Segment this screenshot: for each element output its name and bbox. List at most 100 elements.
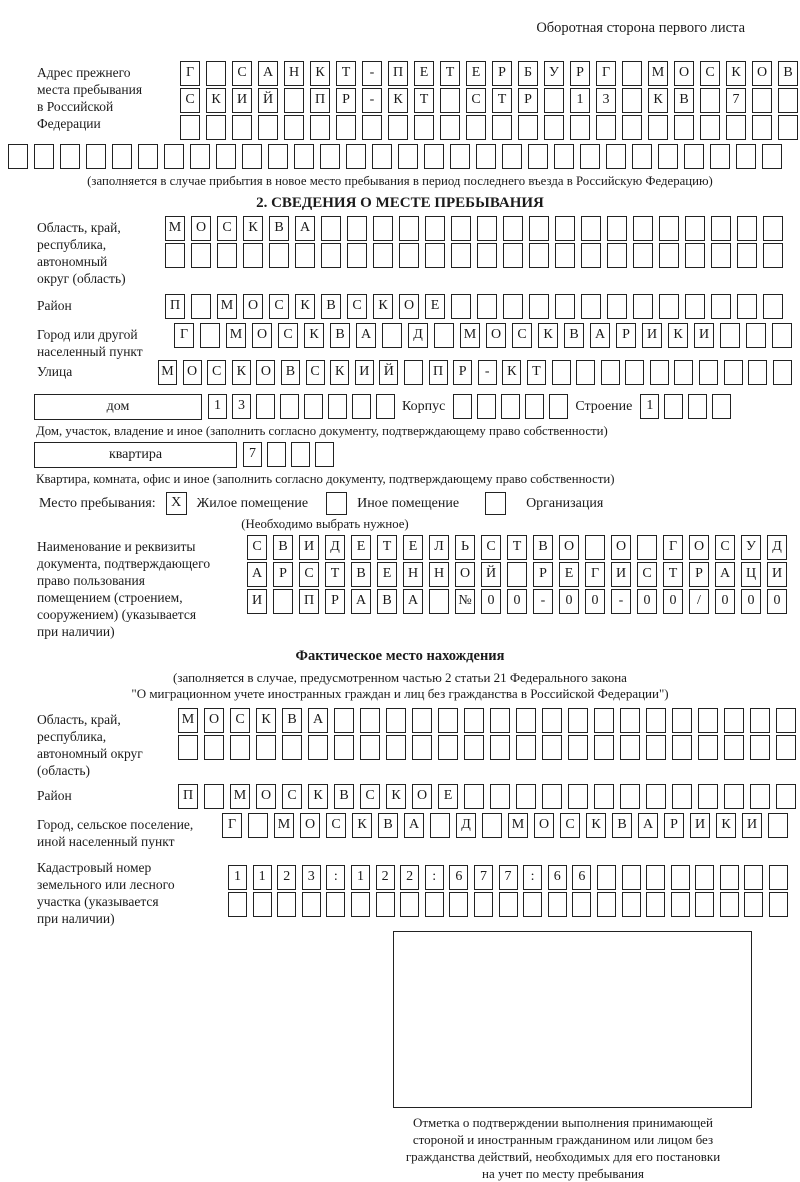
- char-cell: [425, 243, 445, 268]
- char-cell: [503, 243, 523, 268]
- char-cell: [304, 394, 323, 419]
- char-cell: [295, 243, 315, 268]
- char-cell: [772, 360, 792, 385]
- char-cell: Б: [518, 61, 538, 86]
- char-cell: Е: [414, 61, 434, 86]
- korpus-cells: [453, 394, 573, 419]
- char-cell: С: [207, 360, 227, 385]
- char-cell: 0: [585, 589, 605, 614]
- char-cell: 3: [596, 88, 616, 113]
- char-cell: П: [428, 360, 448, 385]
- char-cell: С: [180, 88, 200, 113]
- char-cell: О: [611, 535, 631, 560]
- char-cell: [372, 144, 392, 169]
- char-cell: О: [486, 323, 506, 348]
- fakt-oblast-label: Область, край, республика, автономный ок…: [37, 712, 143, 778]
- char-cell: [646, 865, 666, 890]
- char-cell: И: [642, 323, 662, 348]
- checkbox-organizatsiya: [485, 492, 507, 516]
- char-cell: [542, 708, 562, 733]
- char-cell: [164, 144, 184, 169]
- char-cell: [440, 115, 460, 140]
- char-cell: [568, 735, 588, 760]
- char-cell: П: [299, 589, 319, 614]
- char-cell: [464, 708, 484, 733]
- char-cell: А: [258, 61, 278, 86]
- char-cell: О: [534, 813, 554, 838]
- char-cell: В: [533, 535, 553, 560]
- char-cell: [284, 88, 304, 113]
- char-cell: [434, 323, 454, 348]
- stamp-caption: Отметка о подтверждении выполнения прини…: [405, 1115, 721, 1181]
- fakt-gorod-field: Город, сельское поселение, иной населенн…: [37, 813, 800, 850]
- char-cell: П: [388, 61, 408, 86]
- char-cell: [670, 865, 690, 890]
- char-cell: М: [508, 813, 528, 838]
- char-cell: 0: [559, 589, 579, 614]
- char-cell: [633, 294, 653, 319]
- char-cell: [776, 784, 796, 809]
- char-cell: [386, 708, 406, 733]
- char-cell: 0: [767, 589, 787, 614]
- char-cell: И: [694, 323, 714, 348]
- char-cell: [334, 708, 354, 733]
- char-cell: [750, 735, 770, 760]
- char-cell: Т: [325, 562, 345, 587]
- char-cell: [334, 735, 354, 760]
- char-cell: В: [612, 813, 632, 838]
- char-cell: [477, 243, 497, 268]
- char-cell: [450, 144, 470, 169]
- char-cell: [294, 144, 314, 169]
- char-cell: 0: [481, 589, 501, 614]
- char-cell: В: [269, 216, 289, 241]
- char-cell: И: [690, 813, 710, 838]
- char-cell: [607, 243, 627, 268]
- char-cell: [763, 294, 783, 319]
- stamp-box: [393, 931, 752, 1108]
- char-cell: [659, 294, 679, 319]
- char-cell: [503, 216, 523, 241]
- char-cell: [206, 61, 226, 86]
- char-cell: [438, 708, 458, 733]
- char-cell: Р: [616, 323, 636, 348]
- char-cell: [516, 735, 536, 760]
- char-cell: С: [305, 360, 325, 385]
- char-cell: [648, 115, 668, 140]
- char-cell: [744, 892, 764, 917]
- char-cell: М: [274, 813, 294, 838]
- char-cell: Ц: [741, 562, 761, 587]
- char-cell: С: [278, 323, 298, 348]
- char-cell: К: [310, 61, 330, 86]
- char-cell: [346, 144, 366, 169]
- char-cell: 3: [232, 394, 251, 419]
- char-cell: [736, 144, 756, 169]
- char-cell: [269, 243, 289, 268]
- char-cell: И: [299, 535, 319, 560]
- kvartira-cells: 7: [243, 442, 339, 467]
- char-cell: [776, 708, 796, 733]
- char-cell: [321, 243, 341, 268]
- char-cell: [525, 394, 545, 419]
- char-cell: [646, 892, 666, 917]
- char-cell: [449, 892, 469, 917]
- char-cell: [373, 243, 393, 268]
- char-cell: П: [178, 784, 198, 809]
- char-cell: [473, 892, 493, 917]
- fakt-caption-line-2: "О миграционном учете иностранных гражда…: [131, 686, 669, 701]
- char-cell: [551, 360, 571, 385]
- checkbox-zhiloe: X: [165, 492, 187, 516]
- prev-address-caption: (заполняется в случае прибытия в новое м…: [87, 174, 713, 188]
- char-cell: [242, 144, 262, 169]
- char-cell: М: [217, 294, 237, 319]
- char-cell: [412, 735, 432, 760]
- char-cell: Р: [533, 562, 553, 587]
- char-cell: [698, 735, 718, 760]
- char-cell: Т: [336, 61, 356, 86]
- char-cell: [321, 216, 341, 241]
